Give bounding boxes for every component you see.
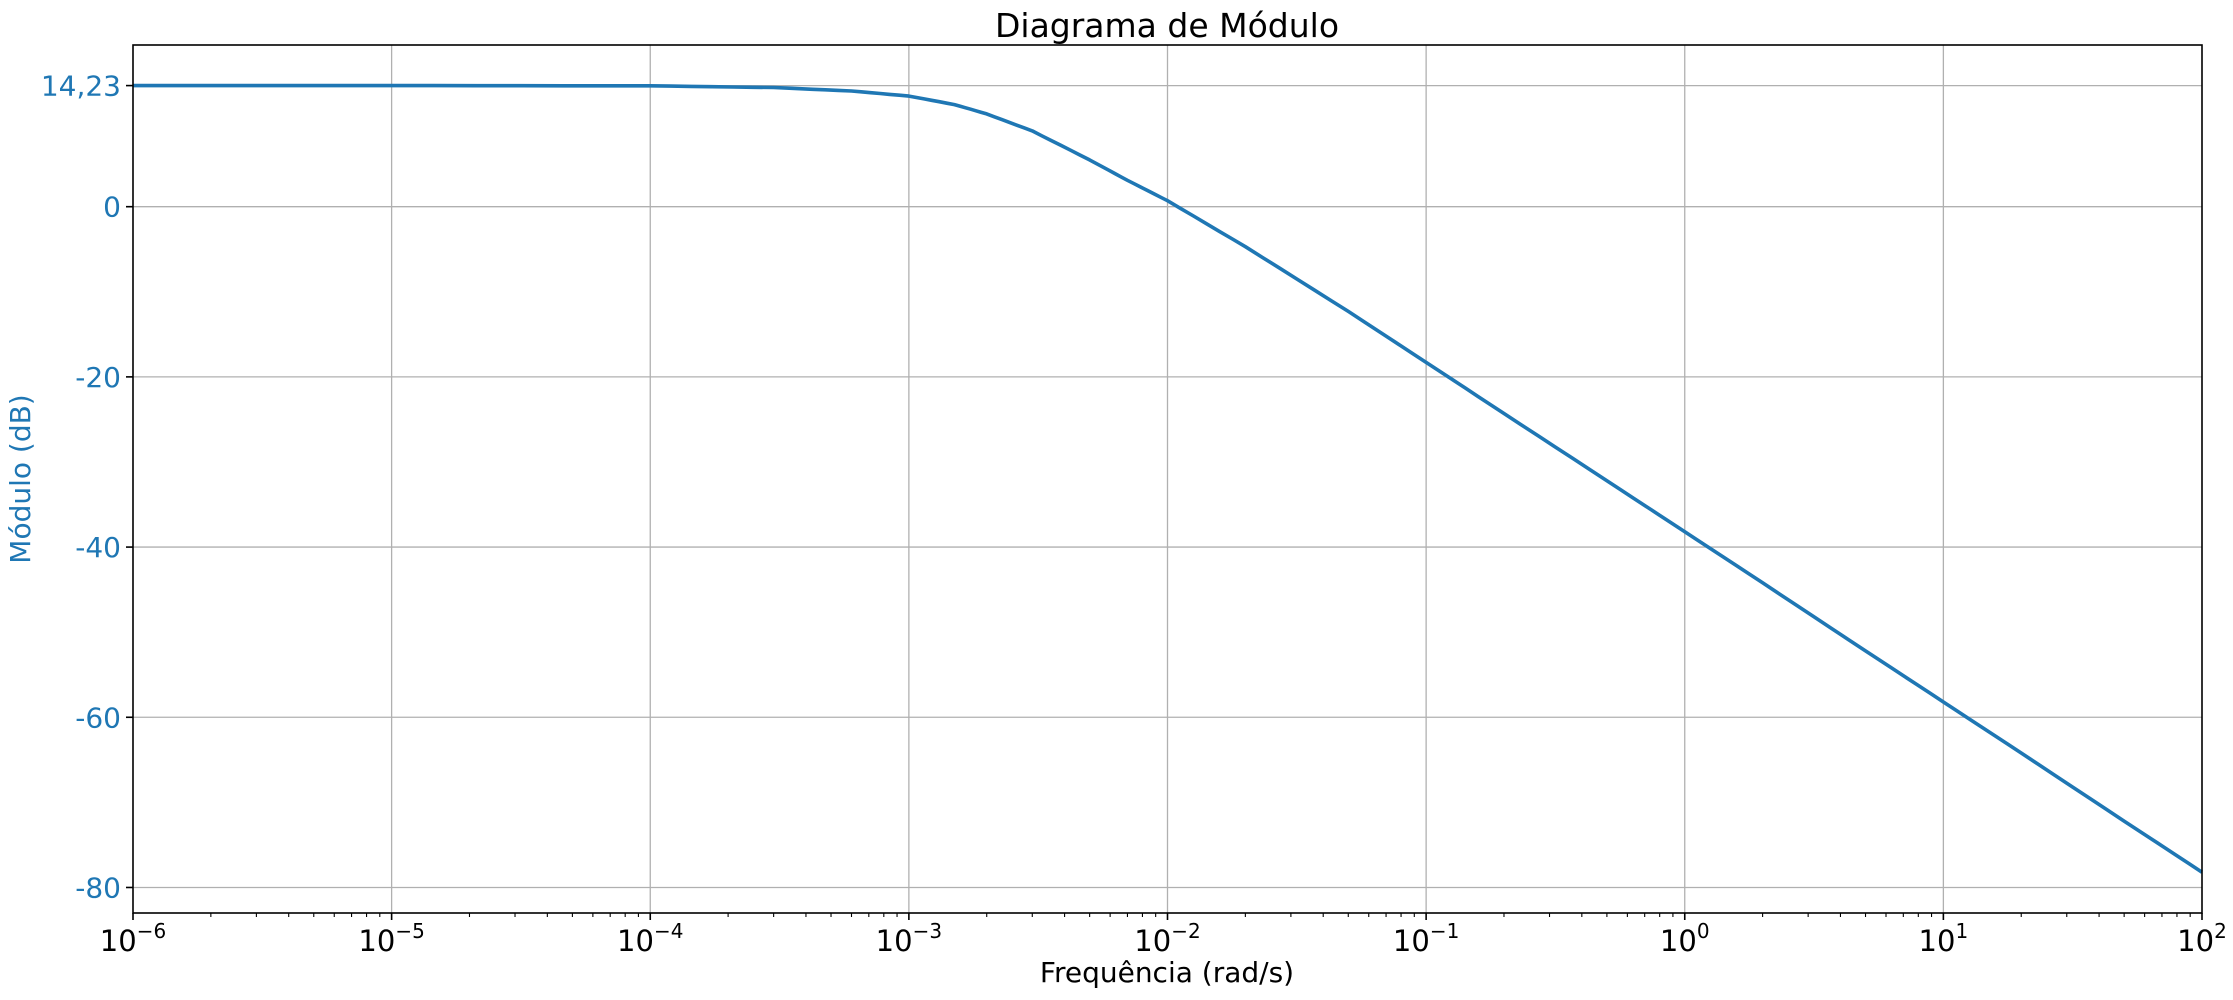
series-layer (133, 83, 2203, 874)
y-tick-label: -20 (75, 361, 121, 394)
x-tick-label: 10−3 (876, 919, 942, 958)
x-tick-label: 10−5 (358, 919, 424, 958)
x-tick-label: 10−6 (100, 919, 166, 958)
x-tick-label: 10−4 (617, 919, 683, 958)
y-tick-label: -40 (75, 531, 121, 564)
x-axis-label: Frequência (rad/s) (1040, 956, 1294, 989)
x-tick-label: 100 (1660, 919, 1710, 958)
x-tick-label: 10−2 (1134, 919, 1200, 958)
y-tick-label: -80 (75, 871, 121, 904)
y-tick-label: 0 (103, 191, 121, 224)
y-tick-label: 14,23 (41, 70, 121, 103)
x-tick-label: 10−1 (1393, 919, 1459, 958)
y-axis-label: Módulo (dB) (4, 394, 37, 563)
x-tick-label: 101 (1919, 919, 1969, 958)
ticks-layer (126, 84, 2203, 920)
tick-labels-layer: 10−6 10−5 10−4 10−3 10−2 10−1 100 101 102 14,23 0 -… (41, 70, 2227, 958)
chart-title: Diagrama de Módulo (995, 6, 1339, 45)
magnitude-series-line (133, 83, 2203, 874)
grid-layer (133, 45, 2202, 913)
y-tick-label: -60 (75, 701, 121, 734)
x-tick-label: 102 (2177, 919, 2227, 958)
